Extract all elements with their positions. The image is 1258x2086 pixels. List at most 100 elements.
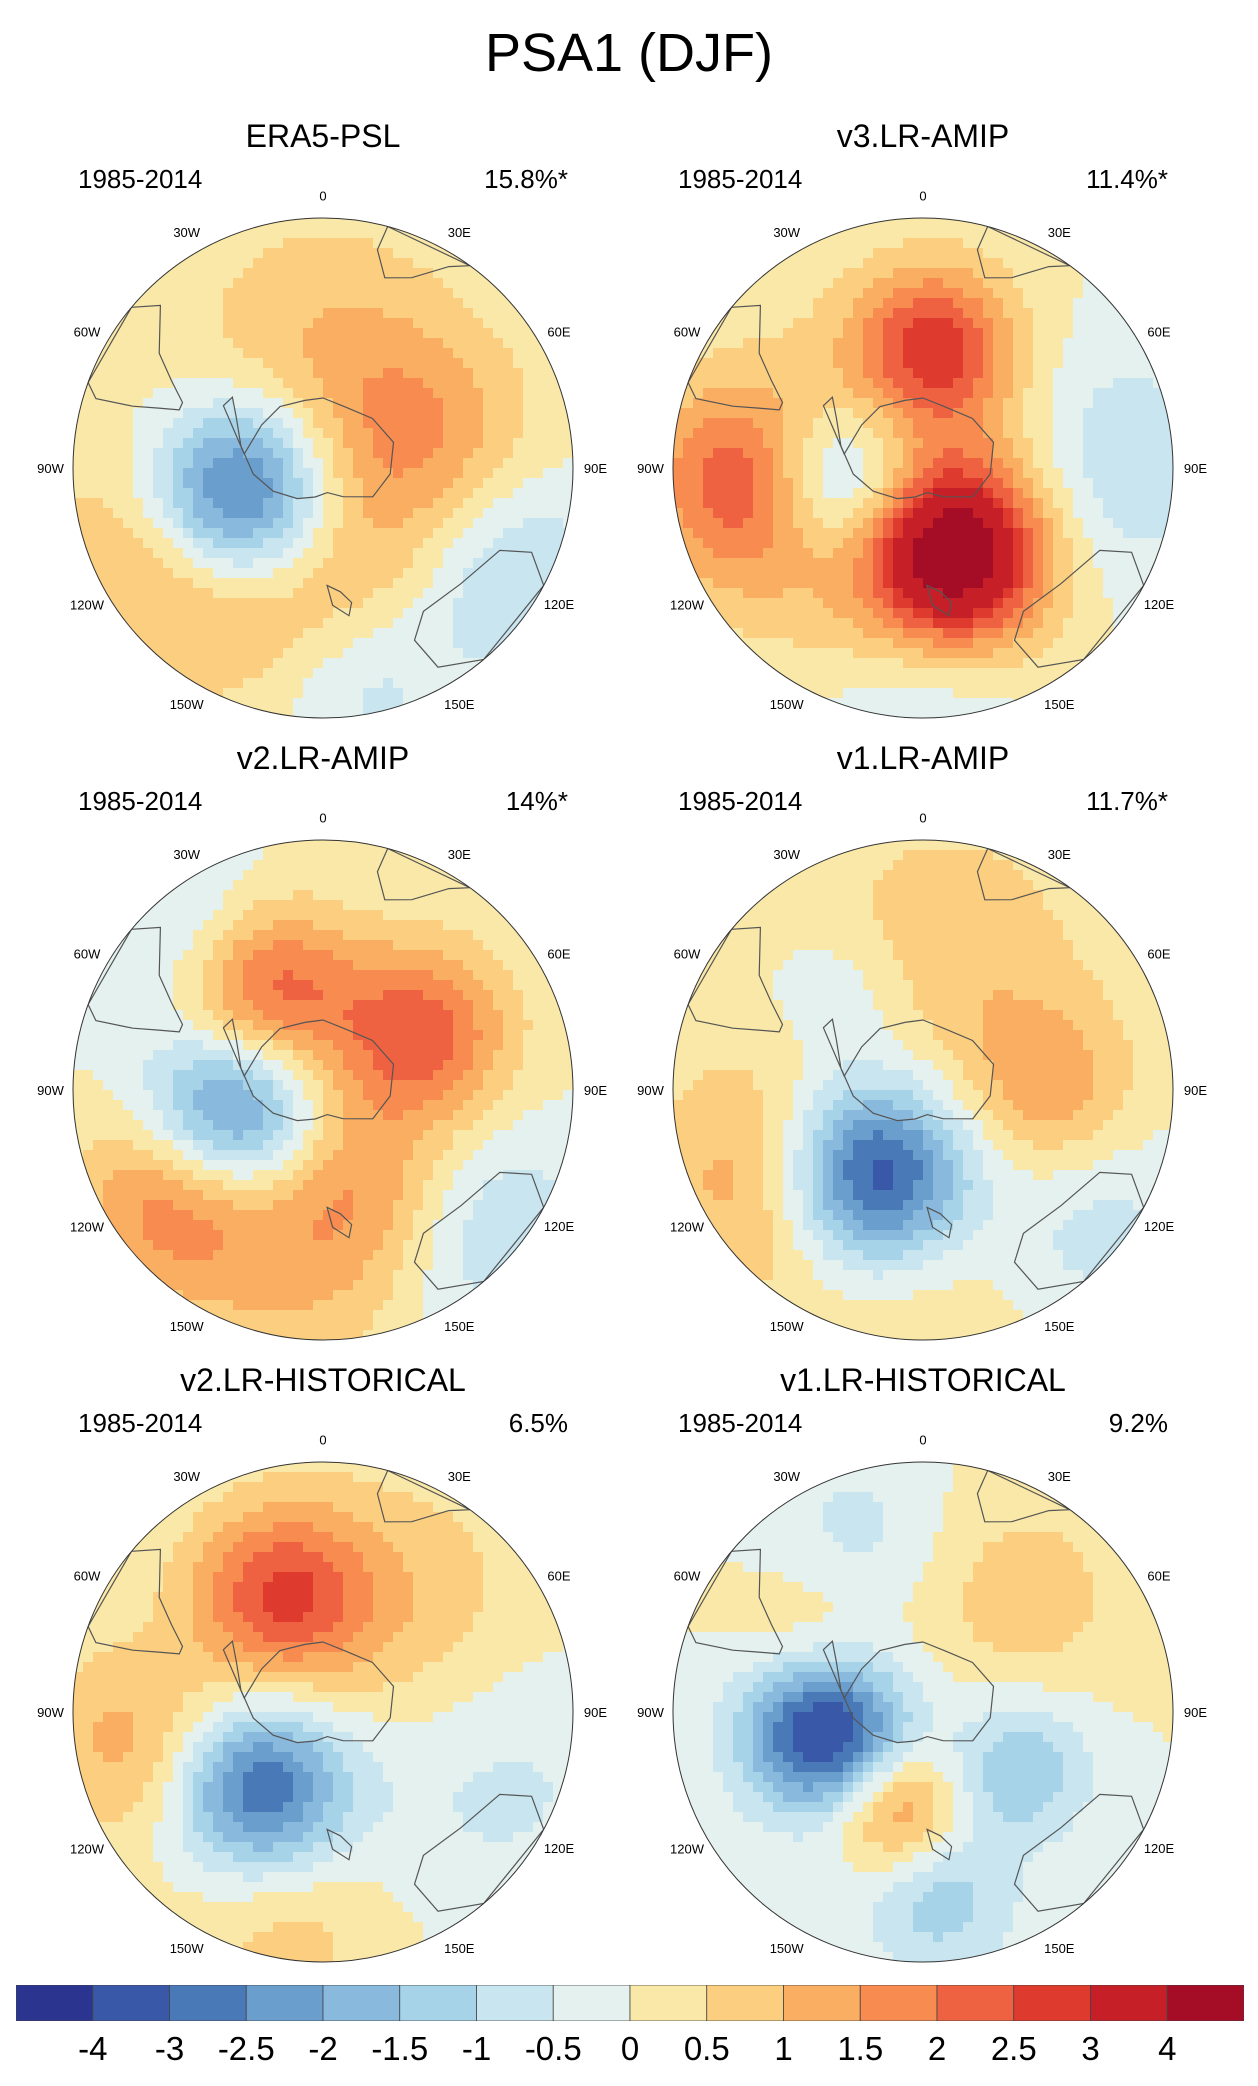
longitude-label: 90W (637, 1083, 664, 1098)
colorbar-tick-label: 4 (1158, 2030, 1177, 2067)
longitude-label: 30W (173, 225, 200, 240)
longitude-label: 150W (170, 1319, 205, 1334)
colorbar-tick-label: -3 (154, 2030, 185, 2067)
period-label: 1985-2014 (78, 1408, 203, 1438)
longitude-label: 0 (319, 1433, 326, 1448)
longitude-label: 120W (70, 1841, 105, 1856)
longitude-label: 0 (919, 1433, 926, 1448)
longitude-label: 60E (547, 1569, 570, 1584)
variance-label: 6.5% (508, 1408, 568, 1438)
colorbar-tick-label: 3 (1081, 2030, 1100, 2067)
longitude-label: 150E (1044, 697, 1075, 712)
colorbar-swatch (169, 1985, 247, 2021)
colorbar-swatch (859, 1985, 938, 2021)
longitude-label: 120W (670, 1219, 705, 1234)
colorbar-swatch (1090, 1985, 1168, 2021)
colorbar-swatch (92, 1985, 170, 2021)
colorbar-tick-label: -2.5 (217, 2030, 275, 2067)
longitude-label: 90W (637, 461, 664, 476)
longitude-label: 120E (1144, 1219, 1175, 1234)
longitude-label: 60E (1147, 325, 1170, 340)
longitude-label: 150E (1044, 1941, 1075, 1956)
colorbar-swatch (552, 1985, 631, 2021)
longitude-label: 30W (173, 847, 200, 862)
longitude-label: 90E (1184, 1705, 1207, 1720)
colorbar-swatch (16, 1985, 94, 2021)
colorbar (16, 1985, 1244, 2021)
colorbar-swatch (1166, 1985, 1244, 2021)
longitude-label: 120E (544, 597, 575, 612)
map-panel-era5: 030E60E90E120E150E180150W120W90W60W30WER… (28, 118, 618, 728)
anomaly-field (673, 1462, 1173, 1962)
period-label: 1985-2014 (78, 164, 203, 194)
colorbar-tick-label: -1.5 (371, 2030, 429, 2067)
longitude-label: 120W (670, 597, 705, 612)
colorbar-tick-label: 2 (927, 2030, 947, 2067)
colorbar-swatch (245, 1985, 324, 2021)
colorbar-swatch (706, 1985, 784, 2021)
longitude-label: 150W (770, 1319, 805, 1334)
map-border (672, 1461, 1174, 1963)
colorbar-tick-label: -2 (308, 2030, 338, 2067)
longitude-label: 30E (448, 847, 471, 862)
variance-label: 14%* (505, 786, 568, 816)
map-panel-v3-amip: 030E60E90E120E150E180150W120W90W60W30Wv3… (628, 118, 1218, 728)
longitude-label: 60W (674, 325, 701, 340)
longitude-label: 0 (319, 189, 326, 204)
period-label: 1985-2014 (78, 786, 203, 816)
colorbar-tick-label: 1 (774, 2030, 793, 2067)
longitude-label: 120W (670, 1841, 705, 1856)
longitude-label: 30E (448, 225, 471, 240)
longitude-label: 90W (37, 1705, 64, 1720)
panel-title: ERA5-PSL (245, 118, 401, 154)
anomaly-field (673, 840, 1173, 1340)
longitude-label: 0 (919, 811, 926, 826)
longitude-label: 0 (319, 811, 326, 826)
longitude-label: 120E (1144, 597, 1175, 612)
longitude-label: 30E (1048, 1469, 1071, 1484)
map-border (672, 217, 1174, 719)
coastlines (87, 225, 545, 668)
longitude-label: 30E (1048, 847, 1071, 862)
map-border (72, 1461, 574, 1963)
polar-map: 030E60E90E120E150E180150W120W90W60W30W (37, 811, 607, 1341)
longitude-label: 30W (773, 1469, 800, 1484)
longitude-label: 150E (444, 697, 475, 712)
map-panel-v2-amip: 030E60E90E120E150E180150W120W90W60W30Wv2… (28, 740, 618, 1350)
longitude-label: 30W (773, 847, 800, 862)
longitude-label: 120E (544, 1841, 575, 1856)
period-label: 1985-2014 (678, 164, 803, 194)
anomaly-field (673, 218, 1173, 718)
longitude-label: 90E (584, 461, 607, 476)
colorbar-tick-label: 0 (620, 2030, 640, 2067)
longitude-label: 60E (547, 947, 570, 962)
longitude-label: 90E (1184, 1083, 1207, 1098)
anomaly-field (73, 218, 573, 718)
longitude-label: 150W (770, 697, 805, 712)
colorbar-labels: -4 -3 -2.5 -2 -1.5 -1 -0.5 0 0.5 1 1.5 2 2.5 3 4 (0, 2030, 1258, 2074)
longitude-label: 120E (544, 1219, 575, 1234)
colorbar-tick-label: 1.5 (837, 2030, 884, 2067)
colorbar-swatch (783, 1985, 861, 2021)
longitude-label: 150E (1044, 1319, 1075, 1334)
longitude-label: 0 (919, 189, 926, 204)
panel-title: v1.LR-AMIP (836, 740, 1010, 776)
longitude-label: 90W (637, 1705, 664, 1720)
longitude-label: 150W (170, 1941, 205, 1956)
variance-label: 11.4%* (1086, 164, 1168, 194)
longitude-label: 60W (74, 947, 101, 962)
longitude-label: 150E (444, 1941, 475, 1956)
colorbar-swatch (936, 1985, 1015, 2021)
polar-map: 030E60E90E120E150E180150W120W90W60W30W (637, 189, 1207, 719)
variance-label: 15.8%* (484, 164, 568, 194)
map-border (672, 839, 1174, 1341)
longitude-label: 150W (170, 697, 205, 712)
period-label: 1985-2014 (678, 786, 803, 816)
anomaly-field (73, 1462, 573, 1962)
polar-map: 030E60E90E120E150E180150W120W90W60W30W (637, 1433, 1207, 1963)
longitude-label: 150E (444, 1319, 475, 1334)
map-panel-v1-hist: 030E60E90E120E150E180150W120W90W60W30Wv1… (628, 1362, 1218, 1972)
colorbar-swatch (399, 1985, 477, 2021)
longitude-label: 90W (37, 1083, 64, 1098)
longitude-label: 120W (70, 597, 105, 612)
